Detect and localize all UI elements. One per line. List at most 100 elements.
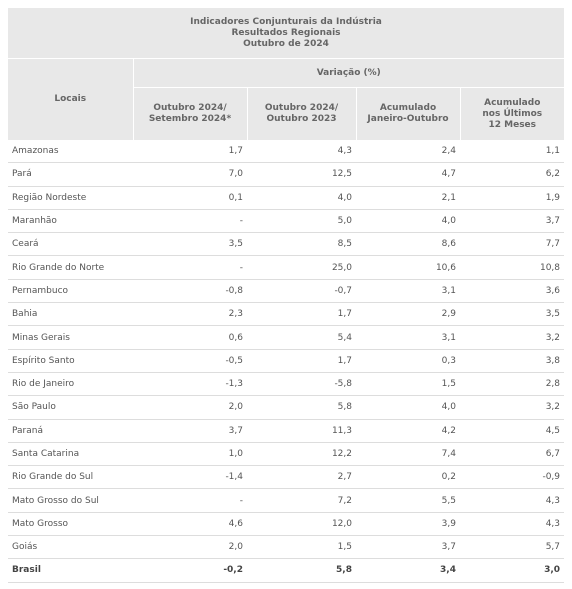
header-row: Locais Variação (%) — [8, 58, 565, 140]
header-line: Outubro 2023 — [266, 114, 337, 124]
table-row: Santa Catarina 1,0 12,2 7,4 6,7 — [8, 442, 565, 467]
row-label: Ceará — [8, 232, 133, 257]
table-row: Rio de Janeiro -1,3 -5,8 1,5 2,8 — [8, 372, 565, 397]
table-cell: -0,7 — [247, 279, 356, 304]
table-row: Minas Gerais 0,6 5,4 3,1 3,2 — [8, 325, 565, 350]
table-cell: 2,9 — [356, 302, 460, 327]
table-cell: 2,3 — [133, 302, 247, 327]
row-label: Minas Gerais — [8, 325, 133, 350]
table-row: Espírito Santo -0,5 1,7 0,3 3,8 — [8, 349, 565, 373]
table-cell: 7,4 — [356, 442, 460, 467]
table-row: Brasil -0,2 5,8 3,4 3,0 — [8, 558, 565, 583]
table-cell: 8,5 — [247, 232, 356, 257]
table-cell: 8,6 — [356, 232, 460, 257]
table-cell: 4,7 — [356, 162, 460, 187]
table-row: Paraná 3,7 11,3 4,2 4,5 — [8, 419, 565, 443]
table-cell: 3,0 — [460, 558, 565, 583]
table-cell: 3,1 — [356, 325, 460, 350]
table-cell: 0,1 — [133, 186, 247, 210]
header-line: Acumulado — [379, 103, 437, 113]
table-cell: - — [133, 488, 247, 513]
table-cell: 3,8 — [460, 349, 565, 373]
row-label: Pará — [8, 162, 133, 187]
title-row: Indicadores Conjunturais da Indústria Res… — [8, 8, 565, 59]
table-row: Maranhão -5,0 4,0 3,7 — [8, 209, 565, 234]
table-head: Indicadores Conjunturais da Indústria Res… — [8, 8, 565, 140]
table-cell: -0,9 — [460, 465, 565, 490]
header-row: Outubro 2024/Setembro 2024* Outubro 2024/… — [8, 87, 565, 140]
title-line: Indicadores Conjunturais da Indústria — [190, 16, 382, 27]
table-cell: -5,8 — [247, 372, 356, 397]
row-label: Amazonas — [8, 140, 133, 164]
table-cell: 2,8 — [460, 372, 565, 397]
table-cell: 1,7 — [247, 302, 356, 327]
table-cell: 3,2 — [460, 325, 565, 350]
table-cell: 4,0 — [356, 209, 460, 234]
table-row: Região Nordeste 0,1 4,0 2,1 1,9 — [8, 186, 565, 210]
table-cell: 3,7 — [460, 209, 565, 234]
table-cell: 3,2 — [460, 395, 565, 420]
row-label: Mato Grosso do Sul — [8, 488, 133, 513]
table-row: Goiás 2,0 1,5 3,7 5,7 — [8, 535, 565, 560]
table-row: Rio Grande do Sul -1,4 2,7 0,2 -0,9 — [8, 465, 565, 490]
table-cell: 4,2 — [356, 419, 460, 443]
table-cell: 3,7 — [356, 535, 460, 560]
table-cell: 5,7 — [460, 535, 565, 560]
table-cell: 0,2 — [356, 465, 460, 490]
table-cell: 11,3 — [247, 419, 356, 443]
table-title: Indicadores Conjunturais da Indústria Res… — [8, 8, 565, 59]
table-cell: 3,9 — [356, 512, 460, 537]
table-cell: 2,4 — [356, 140, 460, 164]
table-cell: -0,5 — [133, 349, 247, 373]
column-header: Outubro 2024/Setembro 2024* — [133, 87, 248, 140]
table-row: Ceará 3,5 8,5 8,6 7,7 — [8, 232, 565, 257]
table-cell: 7,2 — [247, 488, 356, 513]
table-cell: 0,6 — [133, 325, 247, 350]
column-header: Locais — [8, 58, 134, 140]
table-cell: 10,8 — [460, 255, 565, 280]
row-label: Maranhão — [8, 209, 133, 234]
table-cell: -1,3 — [133, 372, 247, 397]
table-cell: 0,3 — [356, 349, 460, 373]
row-label: Mato Grosso — [8, 512, 133, 537]
table-cell: 2,7 — [247, 465, 356, 490]
table-cell: 5,8 — [247, 395, 356, 420]
row-label: Rio de Janeiro — [8, 372, 133, 397]
table-cell: 5,4 — [247, 325, 356, 350]
table-row: Mato Grosso 4,6 12,0 3,9 4,3 — [8, 512, 565, 537]
column-header: Outubro 2024/Outubro 2023 — [247, 87, 357, 140]
table-cell: 6,7 — [460, 442, 565, 467]
table-body: Amazonas 1,7 4,3 2,4 1,1 Pará 7,0 12,5 4,7 6,2 Reg… — [8, 140, 565, 583]
table-cell: 4,5 — [460, 419, 565, 443]
table-cell: 5,0 — [247, 209, 356, 234]
row-label: Rio Grande do Norte — [8, 255, 133, 280]
row-label: Região Nordeste — [8, 186, 133, 210]
table-cell: 5,8 — [247, 558, 356, 583]
table-cell: 12,5 — [247, 162, 356, 187]
table-cell: -1,4 — [133, 465, 247, 490]
table-cell: 7,7 — [460, 232, 565, 257]
row-label: Espírito Santo — [8, 349, 133, 373]
table-cell: 25,0 — [247, 255, 356, 280]
table-cell: 6,2 — [460, 162, 565, 187]
column-header: Acumulado Janeiro-Outubro — [356, 87, 461, 140]
group-header: Variação (%) — [133, 58, 565, 88]
table-row: Pernambuco -0,8 -0,7 3,1 3,6 — [8, 279, 565, 304]
table-cell: 1,7 — [133, 140, 247, 164]
row-label: Santa Catarina — [8, 442, 133, 467]
table-cell: -0,2 — [133, 558, 247, 583]
row-label: São Paulo — [8, 395, 133, 420]
table-cell: 7,0 — [133, 162, 247, 187]
table-cell: 3,4 — [356, 558, 460, 583]
header-line: Setembro 2024* — [148, 114, 232, 124]
row-label: Rio Grande do Sul — [8, 465, 133, 490]
table-cell: 3,6 — [460, 279, 565, 304]
header-line: Outubro 2024/ — [153, 103, 227, 113]
table-row: Pará 7,0 12,5 4,7 6,2 — [8, 162, 565, 187]
table-row: Bahia 2,3 1,7 2,9 3,5 — [8, 302, 565, 327]
header-line: Acumulado — [484, 97, 541, 108]
header-line: Janeiro-Outubro — [367, 114, 449, 124]
table-cell: 1,7 — [247, 349, 356, 373]
table-cell: 4,3 — [247, 140, 356, 164]
